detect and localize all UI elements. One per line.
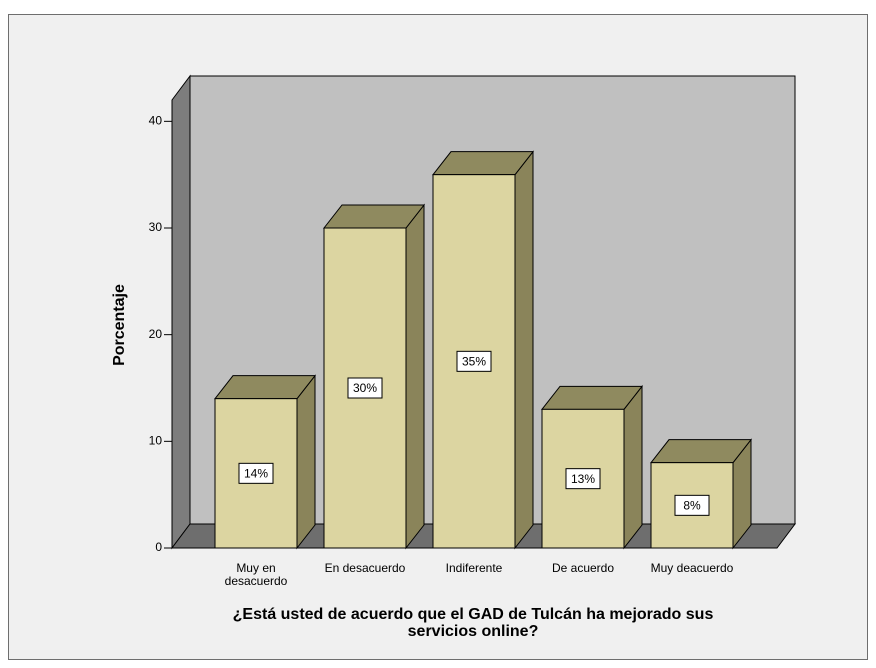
x-axis-title: ¿Está usted de acuerdo que el GAD de Tul… xyxy=(232,606,714,640)
x-tick-label: En desacuerdo xyxy=(324,561,406,575)
bar-side xyxy=(514,150,534,550)
value-label: 30% xyxy=(353,381,377,395)
y-tick-label: 40 xyxy=(149,114,163,128)
value-label: 8% xyxy=(683,499,701,513)
bar-top xyxy=(649,439,753,464)
y-tick-label: 30 xyxy=(149,220,163,234)
y-tick-label: 10 xyxy=(149,434,163,448)
x-tick-label: Indiferente xyxy=(445,561,503,575)
y-tick-label: 0 xyxy=(155,540,162,554)
value-label-box xyxy=(347,377,383,399)
value-label-box xyxy=(565,468,601,490)
value-label: 35% xyxy=(462,355,486,369)
value-label-box xyxy=(674,494,710,516)
bar-side xyxy=(405,203,425,550)
bar-side xyxy=(296,374,316,550)
x-tick-label: Muy en desacuerdo xyxy=(224,561,288,588)
left-wall xyxy=(171,74,191,550)
bar-top xyxy=(213,375,317,400)
bar-top xyxy=(431,151,535,176)
x-tick-label: De acuerdo xyxy=(551,561,615,575)
y-axis-title: Porcentaje xyxy=(111,284,128,366)
x-tick-label: Muy deacuerdo xyxy=(650,561,734,575)
bar-top xyxy=(540,385,644,410)
value-label-box xyxy=(238,462,274,484)
bar-side xyxy=(623,384,643,550)
bar-top xyxy=(322,204,426,229)
value-label-box xyxy=(456,350,492,372)
value-label: 13% xyxy=(571,472,595,486)
y-tick-label: 20 xyxy=(149,327,163,341)
value-label: 14% xyxy=(244,467,268,481)
